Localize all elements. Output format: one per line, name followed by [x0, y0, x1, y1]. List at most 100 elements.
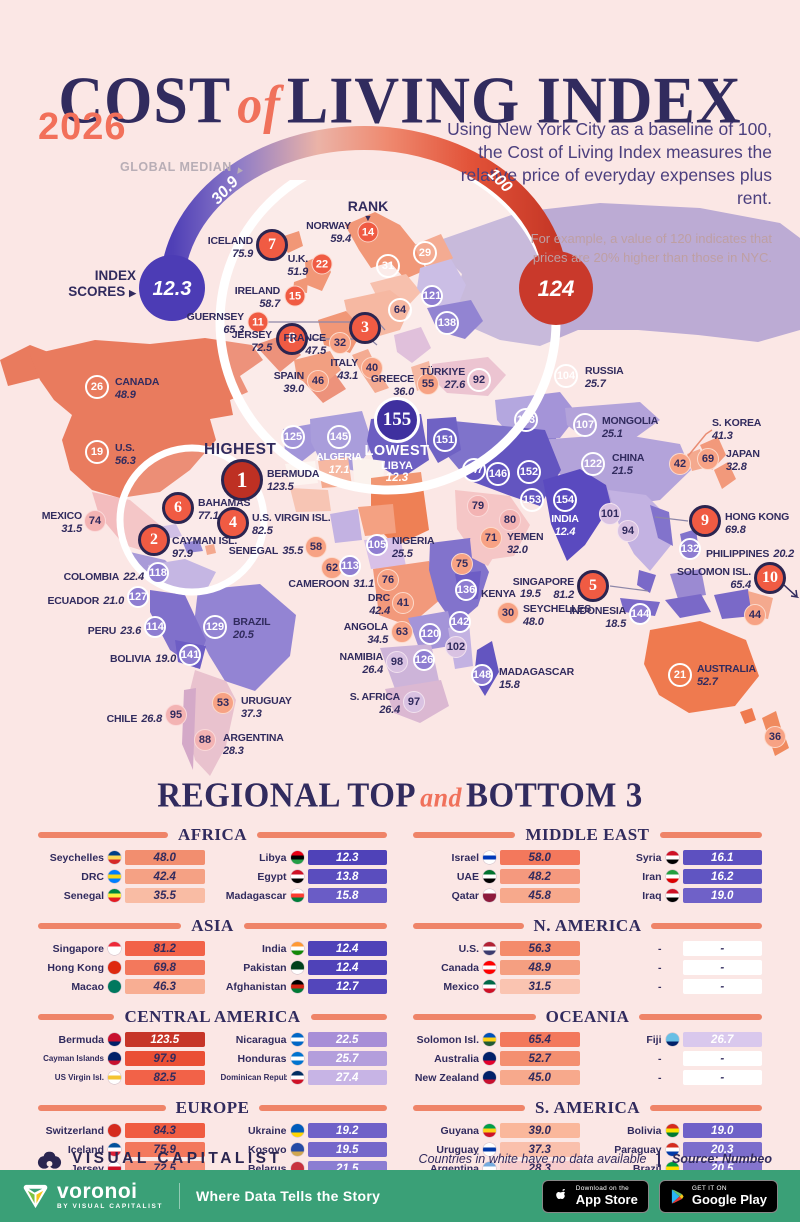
value-bar: 45.0 [500, 1070, 580, 1085]
value: 39.0 [528, 1124, 551, 1137]
table-row: Nicaragua 22.5 [221, 1032, 387, 1047]
flag-icon [483, 870, 496, 883]
top3-list: Switzerland 84.3 Iceland 75.9 Jersey 72.5 [38, 1123, 205, 1180]
region-title: N. AMERICA [533, 916, 642, 935]
table-row: US Virgin Isl. 82.5 [38, 1070, 205, 1085]
header-rule [38, 923, 182, 929]
table-row: Fiji 26.7 [596, 1032, 762, 1047]
flag-icon [290, 961, 304, 974]
value-bar: 19.5 [307, 1142, 387, 1157]
table-row: Switzerland 84.3 [38, 1123, 205, 1138]
value: 58.0 [528, 851, 551, 864]
voronoi-logo[interactable]: voronoi BY VISUAL CAPITALIST [22, 1181, 163, 1211]
google-play-badge[interactable]: GET IT ON Google Play [658, 1179, 778, 1213]
country-name: Macao [71, 980, 104, 993]
table-row: Uruguay 37.3 [413, 1142, 580, 1157]
flag-icon [665, 1124, 679, 1137]
index-scores-label: INDEX SCORES ▶ [68, 268, 136, 299]
value-bar: 48.0 [125, 850, 205, 865]
value-bar: 26.7 [682, 1032, 762, 1047]
value-bar: 84.3 [125, 1123, 205, 1138]
value-bar: 123.5 [125, 1032, 205, 1047]
value-bar: 16.1 [682, 850, 762, 865]
value: - [720, 1071, 725, 1084]
regional-grid: AFRICA Seychelles 48.0 DRC 42.4 Senegal 35.5 Li… [38, 825, 763, 1180]
value: 69.8 [153, 961, 176, 974]
flag-icon [483, 1052, 496, 1065]
rank-badge-63: 63 [391, 621, 413, 643]
country-name: Pakistan [243, 961, 287, 974]
region-title: EUROPE [175, 1098, 250, 1117]
value: 31.5 [528, 980, 551, 993]
header-rule [38, 832, 168, 838]
rank-badge-121: 121 [421, 285, 443, 307]
visual-capitalist-logo[interactable]: VISUAL CAPITALIST [36, 1146, 283, 1173]
country-label: TÜRKIYE 27.6 [420, 366, 465, 391]
rank-badge-120: 120 [419, 623, 441, 645]
table-row: Pakistan 12.4 [221, 960, 387, 975]
country-label: BERMUDA 123.5 [267, 468, 320, 493]
country-label: NORWAY 59.4 [306, 220, 351, 245]
rank-badge-76: 76 [377, 569, 399, 591]
flag-icon [290, 889, 304, 902]
flag-icon [290, 1071, 304, 1084]
region-table-africa: AFRICA Seychelles 48.0 DRC 42.4 Senegal 35.5 Li… [38, 825, 388, 907]
rank-badge-21: 21 [668, 663, 692, 687]
country-label: HONG KONG 69.8 [725, 511, 790, 536]
country-name: Solomon Isl. [416, 1033, 479, 1046]
value-bar: 42.4 [125, 869, 205, 884]
country-name: Hong Kong [47, 961, 104, 974]
value: 12.4 [336, 961, 359, 974]
flag-icon [108, 1143, 121, 1156]
rank-badge-92: 92 [467, 368, 491, 392]
rank-badge-125: 125 [281, 425, 305, 449]
header-rule [38, 1105, 166, 1111]
flag-icon [290, 942, 304, 955]
value-bar: - [682, 1070, 762, 1085]
table-row: Australia 52.7 [413, 1051, 580, 1066]
rank-badge-101: 101 [599, 503, 621, 525]
country-label: U.K. 51.9 [287, 253, 308, 278]
country-name: Syria [635, 851, 662, 864]
rank-badge-32: 32 [329, 332, 351, 354]
country-name: - [658, 1071, 662, 1084]
value: 26.7 [711, 1033, 734, 1046]
region-table-oceania: OCEANIA Solomon Isl. 65.4 Australia 52.7 New … [413, 1007, 763, 1089]
rank-badge-95: 95 [165, 704, 187, 726]
rank-badge-36: 36 [764, 726, 786, 748]
value: 16.2 [711, 870, 734, 883]
country-label: GREECE 36.0 [370, 373, 414, 398]
value-bar: 48.9 [500, 960, 580, 975]
voronoi-bar: voronoi BY VISUAL CAPITALIST Where Data … [0, 1170, 800, 1222]
header-rule [639, 1014, 763, 1020]
value-bar: 22.5 [307, 1032, 387, 1047]
rank-badge-1: 1 [221, 459, 263, 501]
index-gauge: 12.3 124 [139, 126, 593, 325]
table-row: India 12.4 [221, 941, 387, 956]
rank-badge-153: 153 [520, 488, 544, 512]
flag-icon [290, 980, 304, 993]
app-store-badge[interactable]: Download on the App Store [541, 1179, 649, 1213]
country-label: U.S. VIRGIN ISL. 82.5 [252, 512, 331, 537]
country-label: JAPAN 32.8 [726, 448, 760, 473]
value-bar: 81.2 [125, 941, 205, 956]
table-row: Macao 46.3 [38, 979, 205, 994]
apple-icon [555, 1189, 565, 1199]
rank-badge-2: 2 [138, 524, 170, 556]
country-label: MADAGASCAR 15.8 [499, 666, 574, 691]
header-rule [651, 923, 763, 929]
value-bar: 48.2 [500, 869, 580, 884]
rank-badge-138: 138 [435, 311, 459, 335]
country-name: Bolivia [627, 1124, 662, 1137]
table-row: Iceland 75.9 [38, 1142, 205, 1157]
flag-icon [665, 851, 679, 864]
country-name: Israel [451, 851, 479, 864]
table-row: -- [596, 979, 762, 994]
country-label: ARGENTINA 28.3 [223, 732, 284, 757]
rank-badge-98: 98 [386, 651, 408, 673]
rank-badge-14: 14 [357, 221, 379, 243]
regional-section: REGIONAL TOP and BOTTOM 3 AFRICA Seychelles… [0, 777, 800, 1180]
rank-badge-11: 11 [247, 311, 269, 333]
value-bar: 65.4 [500, 1032, 580, 1047]
header-rule [310, 1014, 388, 1020]
